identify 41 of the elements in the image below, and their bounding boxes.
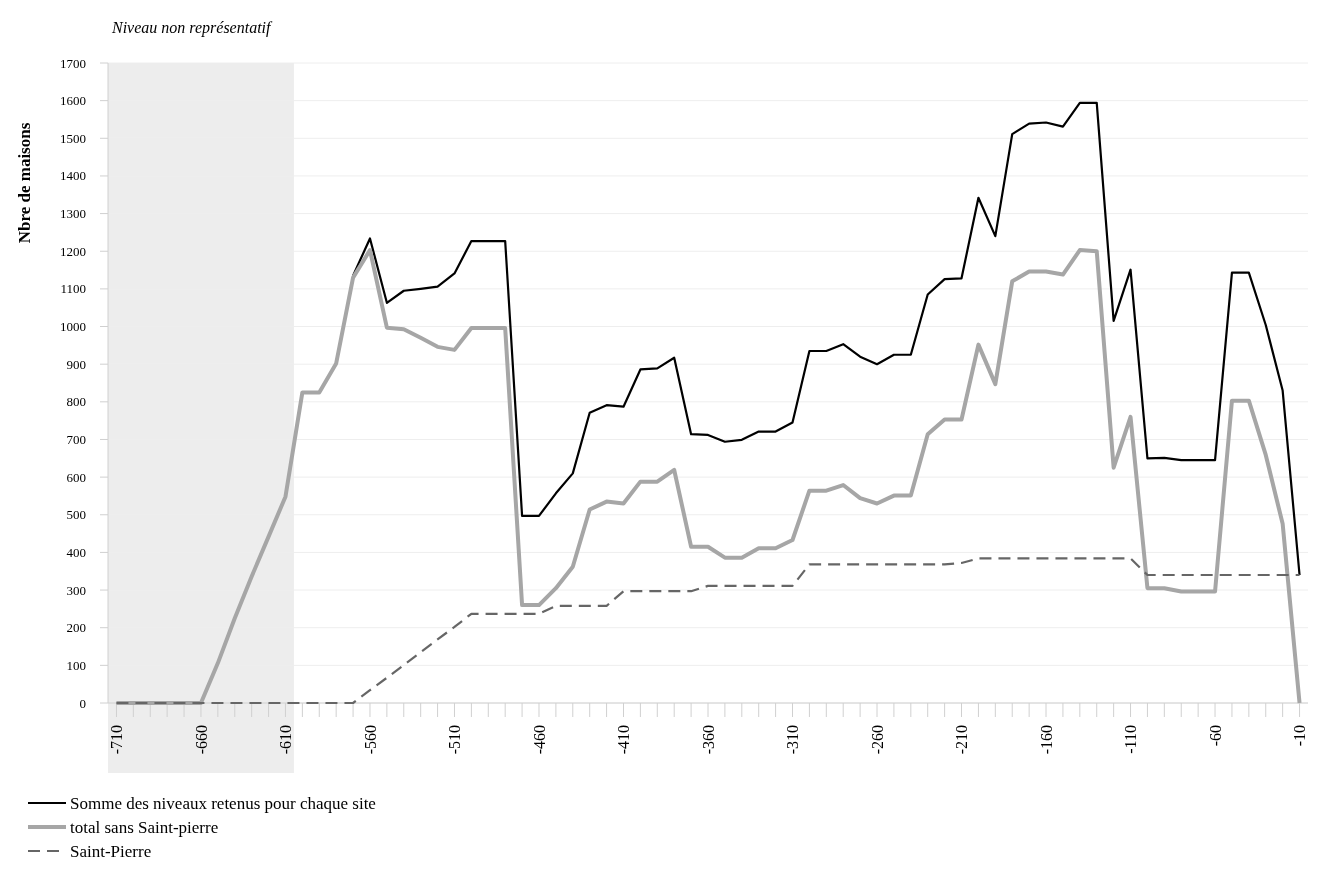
- x-tick-label: -260: [868, 725, 886, 755]
- line-series: [351, 101, 1301, 577]
- y-tick-label: 900: [66, 356, 86, 372]
- y-tick-label: 1200: [60, 243, 86, 259]
- y-tick-label: 700: [66, 432, 86, 448]
- y-tick-label: 0: [79, 695, 86, 711]
- y-tick-label: 400: [66, 544, 86, 560]
- y-tick-label: 500: [66, 507, 86, 523]
- line-series: [114, 248, 1302, 705]
- x-tick-label: -160: [1037, 725, 1055, 755]
- y-tick-label: 1700: [60, 55, 86, 71]
- x-tick-label: -510: [446, 725, 464, 755]
- x-tick-label: -310: [784, 725, 802, 755]
- y-tick-label: 1300: [60, 206, 86, 222]
- x-tick-label: -60: [1206, 725, 1224, 747]
- x-tick-label: -610: [277, 725, 295, 755]
- y-tick-label: 300: [66, 582, 86, 598]
- legend-label: Saint-Pierre: [70, 841, 152, 861]
- band-label: Niveau non représentatif: [111, 19, 274, 37]
- y-tick-label: 1100: [60, 281, 86, 297]
- y-axis-title: Nbre de maisons: [15, 122, 34, 244]
- x-tick-label: -460: [530, 725, 548, 755]
- x-tick-label: -360: [699, 725, 717, 755]
- y-tick-label: 1400: [60, 168, 86, 184]
- x-tick-label: -710: [108, 725, 126, 755]
- y-tick-label: 800: [66, 394, 86, 410]
- y-tick-label: 1500: [60, 130, 86, 146]
- x-tick-label: -560: [361, 725, 379, 755]
- legend-label: Somme des niveaux retenus pour chaque site: [70, 793, 376, 813]
- x-tick-label: -10: [1291, 725, 1309, 747]
- line-series: [115, 557, 1301, 705]
- y-tick-label: 1000: [60, 319, 86, 335]
- y-tick-label: 200: [66, 620, 86, 636]
- legend-label: total sans Saint-pierre: [70, 817, 219, 837]
- x-tick-label: -110: [1122, 725, 1140, 754]
- x-tick-label: -660: [192, 725, 210, 755]
- x-tick-label: -210: [953, 725, 971, 755]
- y-tick-label: 600: [66, 469, 86, 485]
- y-tick-label: 1600: [60, 93, 86, 109]
- y-tick-label: 100: [66, 657, 86, 673]
- x-tick-label: -410: [615, 725, 633, 755]
